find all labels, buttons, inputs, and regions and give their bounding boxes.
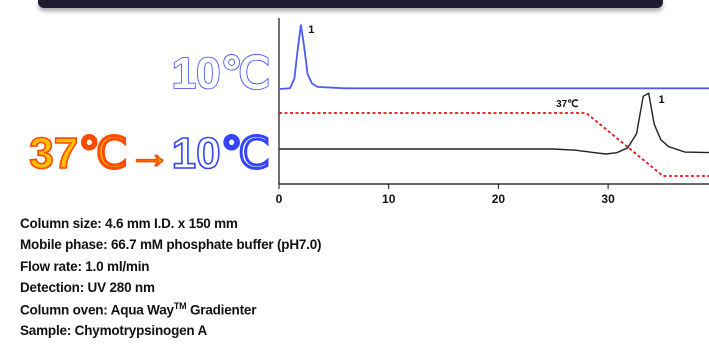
condition-sample-text: Sample: Chymotrypsinogen A [20,322,208,338]
condition-oven-suffix: Gradienter [186,302,257,318]
temperature-37c-label: 37℃ [556,99,578,110]
chromatogram-chart: 10℃ 37℃→10℃ 010203040(min) 137℃110℃ [28,18,709,206]
condition-oven-text: Column oven: Aqua Way [20,302,174,318]
bottom-condition-arrow: → [128,129,172,178]
condition-oven: Column oven: Aqua WayTM Gradienter [20,301,256,318]
condition-col-text: Column size: 4.6 mm I.D. x 150 mm [20,216,238,231]
condition-flow-text: Flow rate: 1.0 ml/min [20,258,150,274]
peak-1-label-top: 1 [308,24,314,36]
condition-mob-text: Mobile phase: 66.7 mM phosphate buffer (… [20,237,322,253]
series-37c-10c-line [279,92,709,155]
x-tick-label: 20 [492,192,506,206]
condition-col: Column size: 4.6 mm I.D. x 150 mm [20,216,238,231]
header-bar [38,0,663,8]
condition-oven-sup: TM [173,301,187,312]
bottom-condition-end: 10℃ [172,129,270,178]
bottom-condition-start: 37℃ [29,129,127,178]
peak-1-label-bottom: 1 [659,94,665,106]
x-tick-label: 10 [382,192,396,206]
x-tick-label: 30 [601,192,615,206]
condition-sample: Sample: Chymotrypsinogen A [20,323,207,338]
top-condition-label: 10℃ [172,49,270,98]
bottom-condition-label: 37℃→10℃ [29,129,270,178]
condition-det: Detection: UV 280 nm [20,280,155,295]
temperature-profile-line [279,112,709,177]
x-tick-label: 0 [276,192,283,206]
condition-flow: Flow rate: 1.0 ml/min [20,258,150,274]
condition-det-text: Detection: UV 280 nm [20,279,155,295]
series-10c-line [278,24,709,90]
condition-mob: Mobile phase: 66.7 mM phosphate buffer (… [20,237,322,253]
